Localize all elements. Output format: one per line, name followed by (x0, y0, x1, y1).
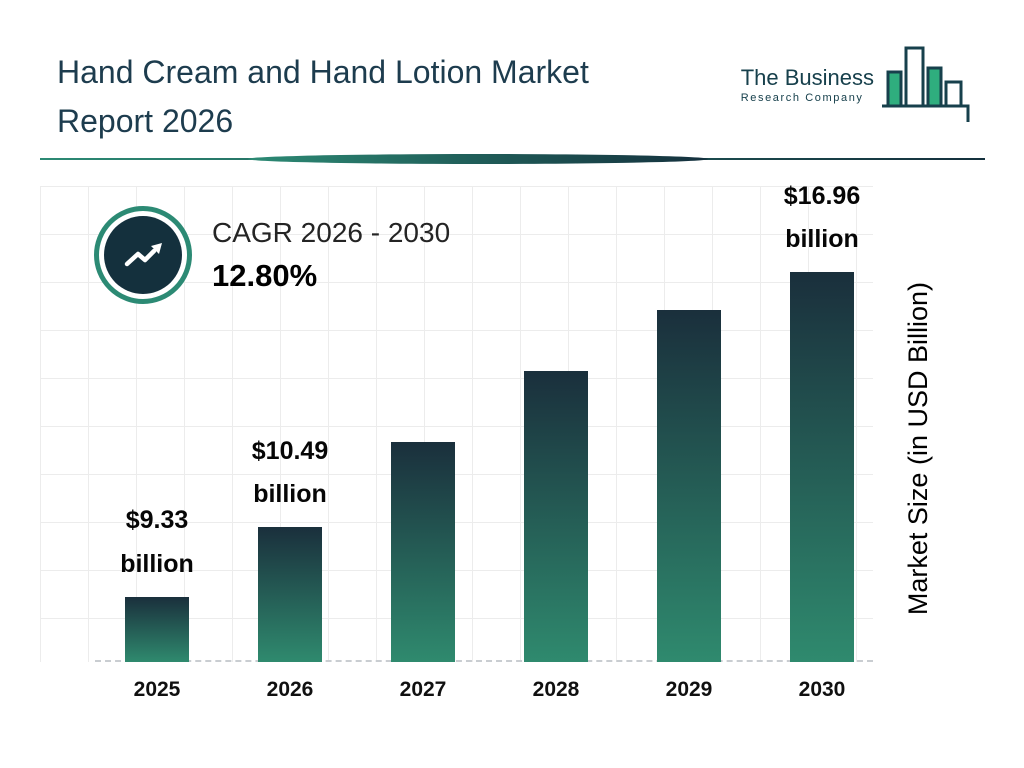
cagr-value: 12.80% (212, 258, 318, 293)
cagr-block: CAGR 2026 - 2030 12.80% (212, 217, 450, 294)
bar-2028 (524, 370, 588, 662)
page-title: Hand Cream and Hand Lotion Market Report… (57, 48, 589, 146)
bar-chart-logo-icon (882, 46, 970, 122)
chart-baseline (95, 660, 873, 662)
logo-subtitle: Research Company (740, 92, 864, 105)
x-tick-2028: 2028 (532, 678, 580, 701)
x-tick-2025: 2025 (133, 678, 181, 701)
value-label-2025: $9.33 billion (120, 506, 194, 579)
page-title-line-1: Hand Cream and Hand Lotion Market (57, 54, 589, 90)
bar-2026 (258, 527, 322, 662)
value-label-2030: $16.96 billion (783, 181, 861, 254)
bar-chart: $9.33 billion 2025 $10.49 billion 2026 2027 202… (120, 182, 860, 701)
x-tick-2030: 2030 (798, 678, 846, 701)
page-title-line-2: Report 2026 (57, 103, 234, 139)
logo-name: The Business (740, 64, 874, 90)
bar-2025 (125, 596, 189, 662)
bar-column-2028: 2028 (524, 187, 588, 701)
bar-column-2027: 2027 (391, 187, 455, 701)
cagr-badge (94, 206, 192, 304)
value-label-2026: $10.49 billion (251, 436, 329, 509)
bar-column-2025: $9.33 billion 2025 (120, 187, 194, 701)
x-tick-2027: 2027 (399, 678, 447, 701)
bar-2027 (391, 442, 455, 662)
bar-column-2029: 2029 (657, 187, 721, 701)
company-logo: The Business Research Company (741, 44, 972, 126)
bar-column-2026: $10.49 billion 2026 (252, 187, 328, 701)
bar-2030 (790, 272, 854, 662)
cagr-label: CAGR 2026 - 2030 (212, 217, 451, 248)
divider-lens (248, 154, 708, 164)
bar-column-2030: $16.96 billion 2030 (784, 182, 860, 701)
trend-up-icon (104, 216, 182, 294)
x-tick-2029: 2029 (665, 678, 713, 701)
company-logo-text: The Business Research Company (740, 64, 874, 105)
y-axis-label: Market Size (in USD Billion) (903, 282, 933, 616)
x-tick-2026: 2026 (266, 678, 314, 701)
bar-2029 (657, 310, 721, 662)
